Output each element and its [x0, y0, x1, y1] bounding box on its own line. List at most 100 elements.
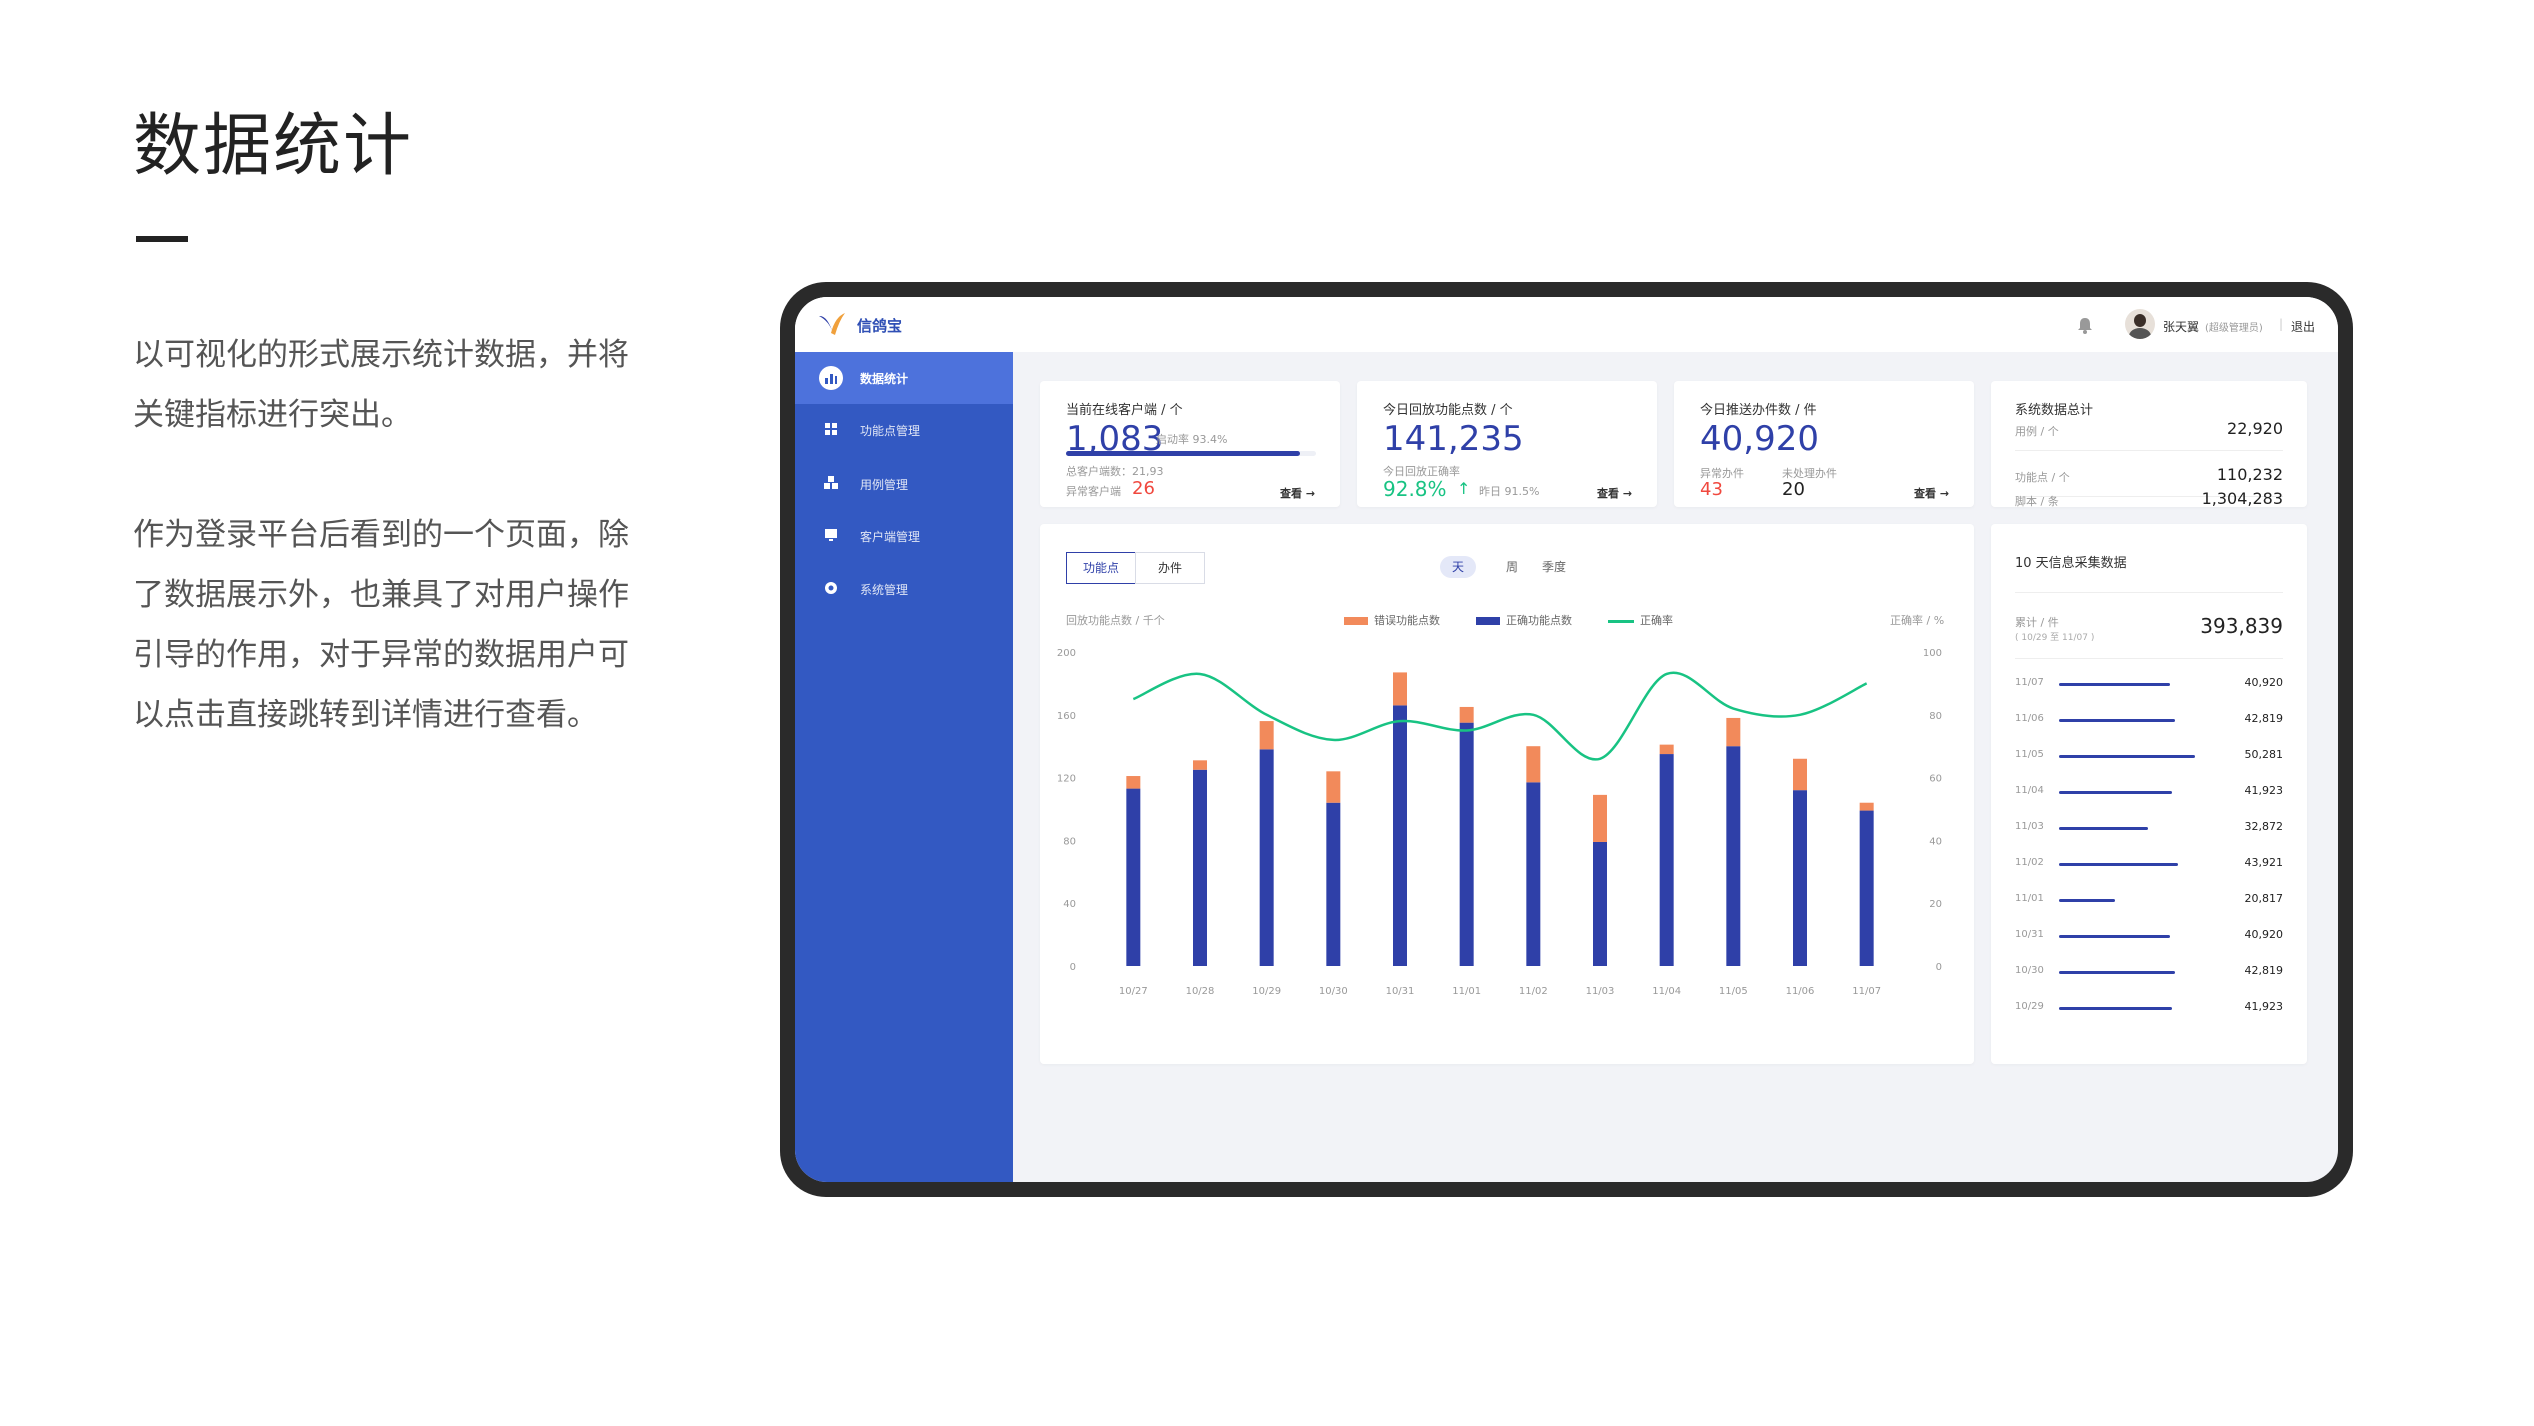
day-date: 11/07 — [2015, 677, 2044, 688]
bar-error — [1793, 758, 1807, 791]
sidebar: 数据统计 功能点管理 用例管理 客户端管理 系统管理 — [795, 352, 1013, 1182]
pending-items-value[interactable]: 20 — [1782, 479, 1805, 500]
day-date: 11/05 — [2015, 749, 2044, 760]
tab-feature-points[interactable]: 功能点 — [1066, 552, 1136, 584]
y2-tick-label: 60 — [1929, 774, 1942, 785]
y-tick-label: 120 — [1057, 774, 1076, 785]
brand-name[interactable]: 信鸽宝 — [857, 317, 903, 335]
y2-tick-label: 80 — [1929, 711, 1942, 722]
list-item[interactable]: 10/29 41,923 — [2015, 998, 2283, 1018]
day-bar — [2059, 971, 2175, 974]
bar-correct — [1793, 790, 1807, 966]
description-2: 作为登录平台后看到的一个页面，除了数据展示外，也兼具了对用户操作引导的作用，对于… — [133, 517, 629, 733]
brand-logo-icon[interactable] — [817, 311, 847, 339]
bar-correct — [1459, 722, 1474, 966]
bar-error — [1393, 672, 1407, 706]
day-bar — [2059, 1007, 2173, 1010]
bar-error — [1259, 721, 1274, 750]
y-tick-label: 0 — [1070, 962, 1076, 973]
sidebar-item-label: 客户端管理 — [860, 530, 921, 544]
kpi-card-online-clients: 当前在线客户端 / 个 1,083 启动率 93.4% 总客户端数：21,93 … — [1040, 381, 1340, 507]
slide-title: 数据统计 — [133, 107, 414, 186]
bell-icon[interactable] — [2075, 315, 2095, 335]
system-row-label: 功能点 / 个 — [2015, 471, 2070, 484]
left-axis-title: 回放功能点数 / 千个 — [1066, 614, 1165, 627]
bar-error — [1593, 794, 1607, 842]
abnormal-clients-value[interactable]: 26 — [1132, 478, 1155, 499]
list-item[interactable]: 11/05 50,281 — [2015, 746, 2283, 766]
bar-correct — [1859, 810, 1874, 966]
list-item[interactable]: 10/30 42,819 — [2015, 962, 2283, 982]
logout-link[interactable]: 退出 — [2291, 320, 2316, 334]
kpi-title: 今日推送办件数 / 件 — [1700, 403, 1817, 418]
stacked-bar-line-chart: 0 40 80 120 160 200 0 20 40 60 80 100 10/27 10/28 10/2… — [1057, 648, 1942, 997]
kpi-title: 系统数据总计 — [2015, 403, 2094, 418]
day-bar — [2059, 719, 2175, 722]
abnormal-items-value[interactable]: 43 — [1700, 479, 1723, 500]
y-tick-label: 80 — [1063, 836, 1076, 847]
bar-correct — [1193, 769, 1207, 966]
chart-icon — [825, 374, 837, 384]
day-value: 40,920 — [2244, 676, 2284, 689]
period-week[interactable]: 周 — [1506, 560, 1519, 574]
description-1: 以可视化的形式展示统计数据，并将关键指标进行突出。 — [133, 337, 629, 433]
day-date: 11/02 — [2015, 857, 2044, 868]
tab-items[interactable]: 办件 — [1135, 552, 1205, 584]
system-row-value: 1,304,283 — [2201, 489, 2283, 508]
sum-label: 累计 / 件 — [2015, 616, 2059, 629]
x-tick-label: 10/29 — [1252, 986, 1281, 997]
day-bar — [2059, 683, 2170, 686]
list-item[interactable]: 11/02 43,921 — [2015, 854, 2283, 874]
sidebar-item-clients[interactable]: 客户端管理 — [795, 510, 1013, 562]
x-tick-label: 10/28 — [1186, 986, 1215, 997]
list-item[interactable]: 10/31 40,920 — [2015, 926, 2283, 946]
list-item[interactable]: 11/07 40,920 — [2015, 674, 2283, 694]
header-separator: | — [2279, 317, 2284, 331]
playback-rate-value: 92.8% — [1383, 477, 1447, 501]
system-row: 脚本 / 条 1,304,283 — [2015, 489, 2283, 508]
system-row-value: 110,232 — [2216, 465, 2283, 484]
list-item[interactable]: 11/06 42,819 — [2015, 710, 2283, 730]
day-value: 41,923 — [2244, 784, 2284, 797]
day-date: 11/06 — [2015, 713, 2044, 724]
cubes-icon — [824, 476, 838, 489]
bar-correct — [1659, 754, 1674, 966]
sidebar-item-feature-points[interactable]: 功能点管理 — [795, 404, 1013, 456]
sidebar-item-cases[interactable]: 用例管理 — [795, 458, 1013, 510]
day-value: 43,921 — [2244, 856, 2284, 869]
sidebar-item-label: 功能点管理 — [860, 424, 921, 438]
kpi-value: 141,235 — [1383, 419, 1524, 459]
day-value: 42,819 — [2244, 712, 2284, 725]
x-tick-label: 11/01 — [1452, 986, 1481, 997]
period-quarter[interactable]: 季度 — [1542, 560, 1567, 574]
grid-icon — [825, 423, 837, 435]
list-item[interactable]: 11/03 32,872 — [2015, 818, 2283, 838]
app-screen: 信鸽宝 张天翼 (超级管理员) | 退出 数据统计 功能点管理 — [795, 297, 2338, 1182]
y2-tick-label: 0 — [1936, 962, 1942, 973]
kpi-card-push: 今日推送办件数 / 件 40,920 异常办件 43 未处理办件 20 查看 → — [1674, 381, 1974, 507]
x-tick-label: 11/05 — [1719, 986, 1748, 997]
avatar[interactable] — [2125, 309, 2155, 339]
x-tick-label: 11/07 — [1852, 986, 1881, 997]
abnormal-clients-label: 异常客户端 — [1066, 485, 1121, 498]
period-day[interactable]: 天 — [1440, 556, 1477, 578]
user-name[interactable]: 张天翼 — [2163, 320, 2200, 334]
top-bar: 信鸽宝 张天翼 (超级管理员) | 退出 — [795, 297, 2338, 352]
bar-error — [1459, 706, 1474, 723]
bar-error — [1526, 746, 1541, 783]
view-more-link[interactable]: 查看 → — [1280, 487, 1316, 500]
day-value: 32,872 — [2244, 820, 2284, 833]
progress-fill — [1066, 451, 1300, 456]
bar-error — [1726, 717, 1741, 747]
day-value: 50,281 — [2244, 748, 2284, 761]
bar-error — [1326, 771, 1341, 803]
view-more-link[interactable]: 查看 → — [1914, 487, 1950, 500]
system-row-value: 22,920 — [2227, 419, 2283, 438]
sidebar-item-statistics[interactable]: 数据统计 — [795, 352, 1013, 404]
list-item[interactable]: 11/04 41,923 — [2015, 782, 2283, 802]
day-value: 40,920 — [2244, 928, 2284, 941]
list-item[interactable]: 11/01 20,817 — [2015, 890, 2283, 910]
y-tick-label: 200 — [1057, 648, 1076, 659]
view-more-link[interactable]: 查看 → — [1597, 487, 1633, 500]
sidebar-item-system[interactable]: 系统管理 — [795, 563, 1013, 615]
